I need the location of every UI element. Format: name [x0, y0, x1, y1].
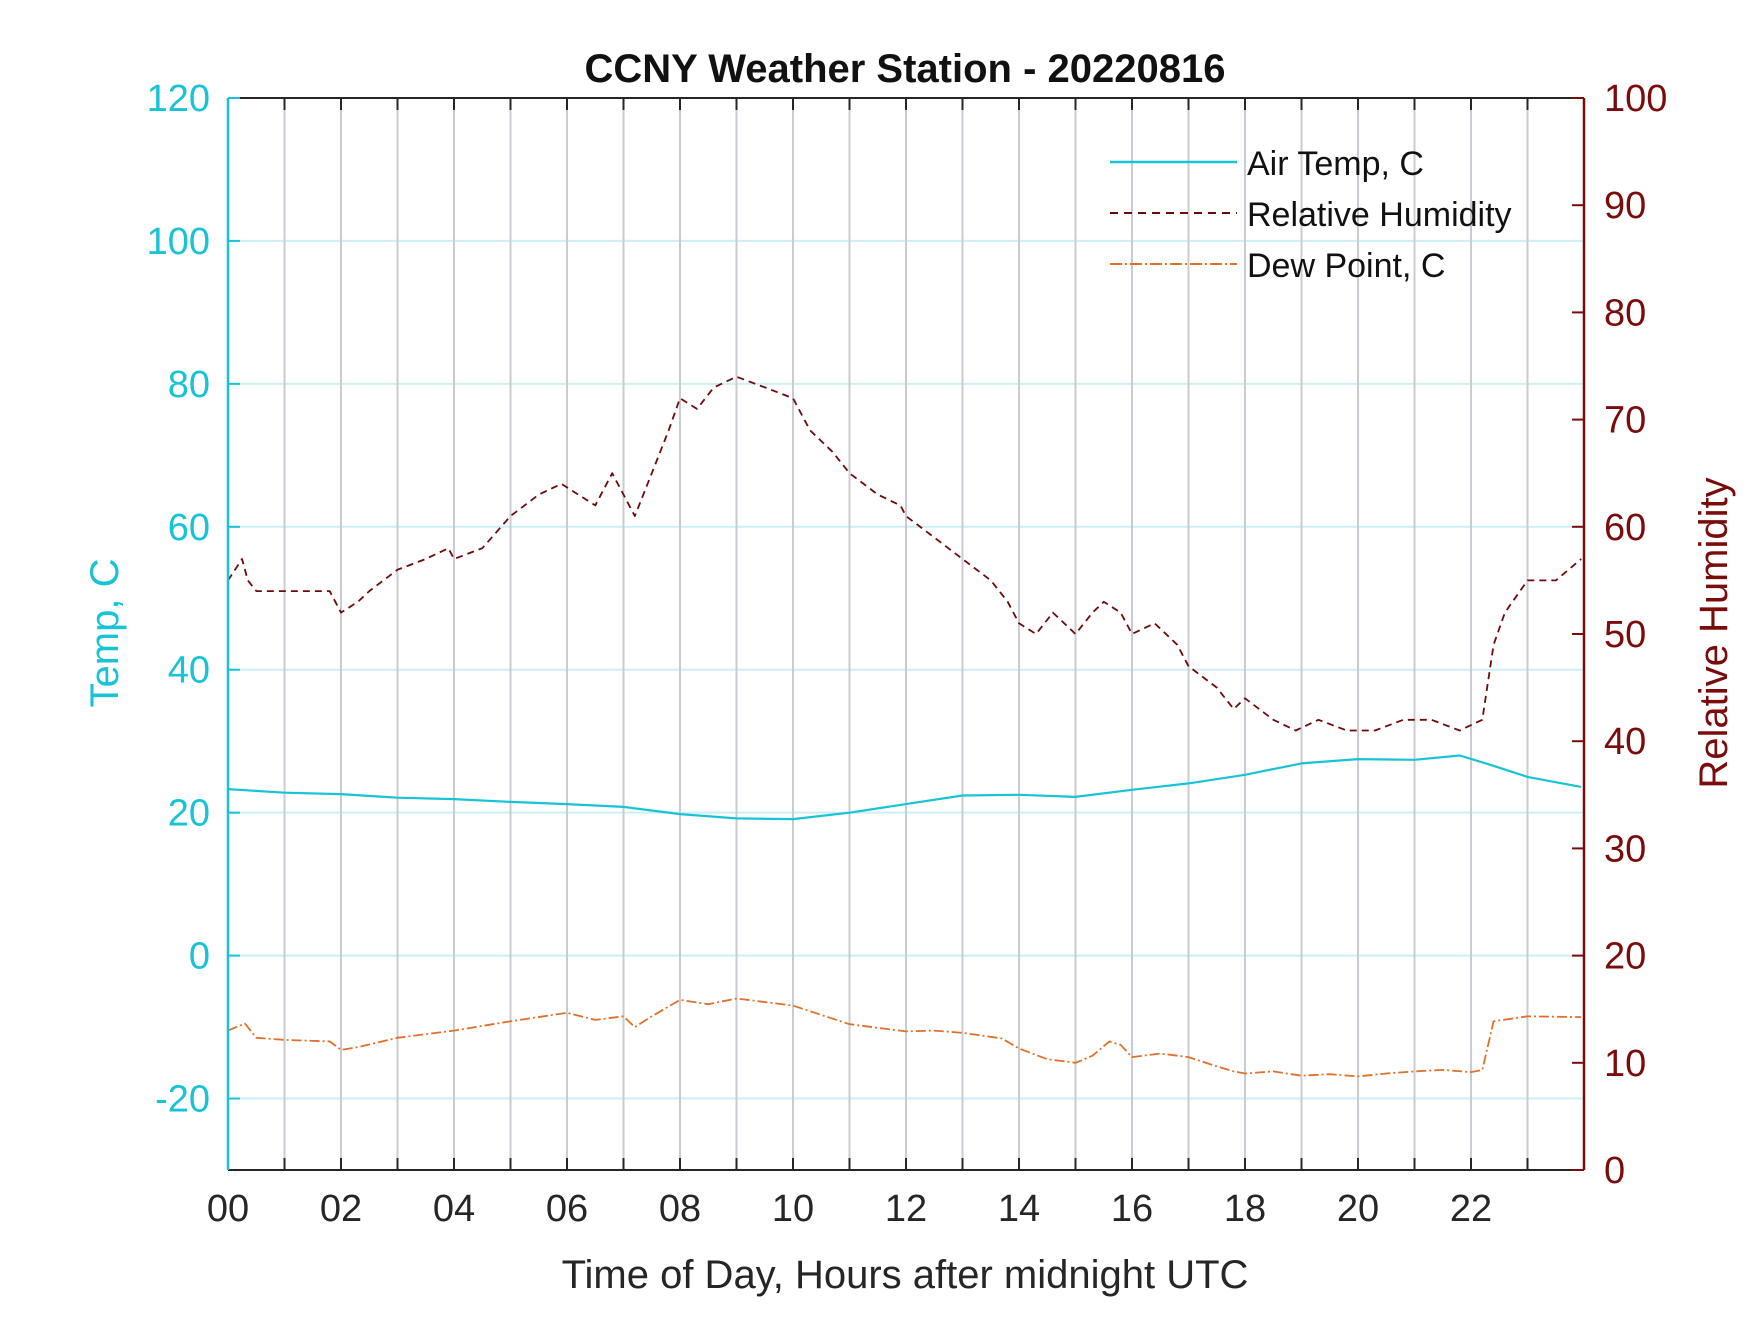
y-right-tick-label: 0 — [1604, 1150, 1625, 1192]
x-tick-label: 16 — [1111, 1188, 1153, 1230]
x-tick-label: 22 — [1450, 1188, 1492, 1230]
x-tick-label: 12 — [885, 1188, 927, 1230]
x-tick-label: 18 — [1224, 1188, 1266, 1230]
x-tick-label: 14 — [998, 1188, 1040, 1230]
y-right-tick-label: 90 — [1604, 185, 1646, 227]
y-right-tick-label: 60 — [1604, 507, 1646, 549]
x-tick-label: 20 — [1337, 1188, 1379, 1230]
y-left-tick-label: 100 — [147, 221, 210, 263]
y-left-tick-label: 0 — [189, 936, 210, 978]
x-tick-label: 08 — [659, 1188, 701, 1230]
y-left-tick-label: -20 — [155, 1079, 210, 1121]
y-right-tick-label: 50 — [1604, 614, 1646, 656]
x-tick-label: 04 — [433, 1188, 475, 1230]
y-left-tick-label: 120 — [147, 78, 210, 120]
legend-label-dew-point: Dew Point, C — [1247, 247, 1445, 285]
y-right-tick-label: 10 — [1604, 1043, 1646, 1085]
series-line-air-temp — [227, 754, 1582, 821]
y-left-tick-label: 20 — [168, 793, 210, 835]
y-right-tick-label: 30 — [1604, 828, 1646, 870]
chart-title: CCNY Weather Station - 20220816 — [585, 47, 1226, 91]
x-tick-label: 06 — [546, 1188, 588, 1230]
y-axis-label-left: Temp, C — [83, 559, 127, 708]
series-layer — [227, 375, 1582, 1078]
y-right-tick-label: 20 — [1604, 936, 1646, 978]
legend-label-air-temp: Air Temp, C — [1247, 145, 1424, 183]
legend: Air Temp, C Relative Humidity Dew Point,… — [1110, 145, 1512, 285]
y-right-tick-label: 70 — [1604, 400, 1646, 442]
x-tick-label: 02 — [320, 1188, 362, 1230]
y-right-tick-label: 100 — [1604, 78, 1667, 120]
series-line-dew-point — [227, 997, 1582, 1078]
y-left-tick-label: 40 — [168, 650, 210, 692]
x-tick-label: 00 — [207, 1188, 249, 1230]
x-axis-label: Time of Day, Hours after midnight UTC — [562, 1253, 1249, 1297]
y-left-tick-label: 60 — [168, 507, 210, 549]
grid-lines — [228, 97, 1584, 1170]
y-axis-label-right: Relative Humidity — [1692, 477, 1736, 788]
legend-label-relative-humidity: Relative Humidity — [1247, 196, 1512, 234]
x-tick-label: 10 — [772, 1188, 814, 1230]
y-right-tick-label: 40 — [1604, 721, 1646, 763]
y-right-tick-label: 80 — [1604, 292, 1646, 334]
tick-labels: 00 02 04 06 08 10 12 14 16 18 20 22-200204060801001… — [147, 78, 1668, 1230]
y-left-tick-label: 80 — [168, 364, 210, 406]
axes-layer — [226, 97, 1586, 1171]
